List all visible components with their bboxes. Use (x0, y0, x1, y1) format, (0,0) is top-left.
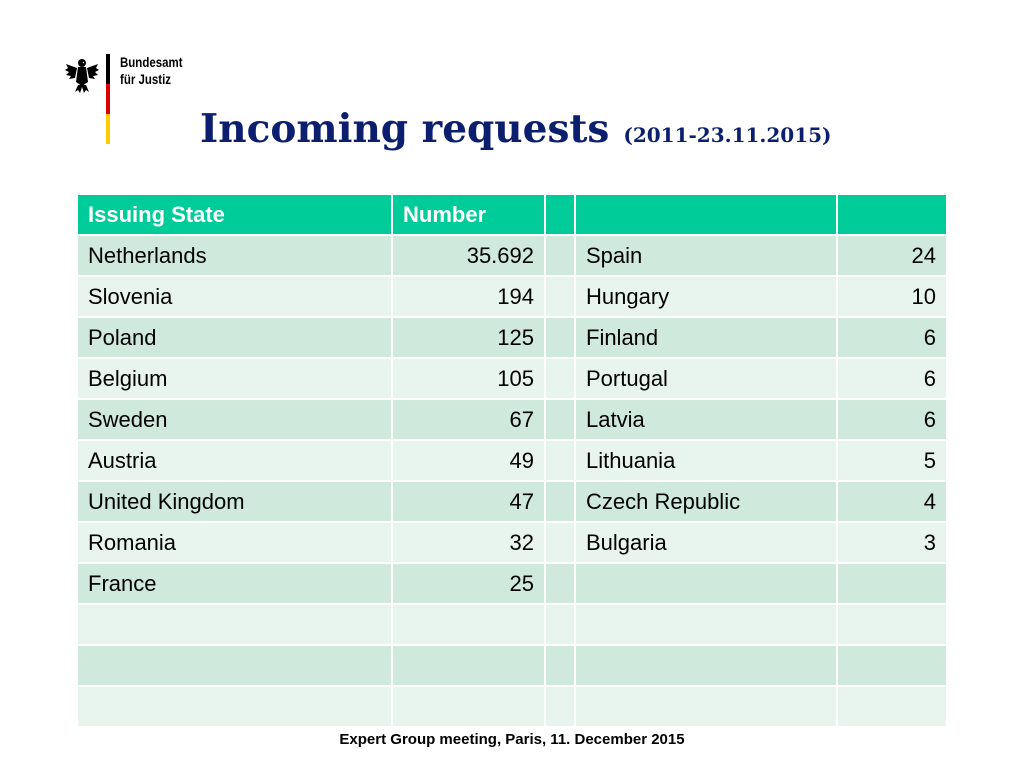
table-row: Slovenia194 Hungary10 (77, 276, 947, 317)
page-title: Incoming requests (2011-23.11.2015) (200, 106, 832, 152)
table-row (77, 686, 947, 727)
logo-line-1: Bundesamt (120, 54, 183, 71)
cell-state-2: Hungary (575, 276, 837, 317)
cell-state (77, 686, 392, 727)
table-header-row: Issuing State Number (77, 194, 947, 235)
cell-state-2 (575, 645, 837, 686)
cell-spacer (545, 563, 575, 604)
cell-state: Austria (77, 440, 392, 481)
cell-state: Sweden (77, 399, 392, 440)
cell-state (77, 604, 392, 645)
cell-state-2: Spain (575, 235, 837, 276)
cell-number-2: 6 (837, 399, 947, 440)
cell-state-2 (575, 563, 837, 604)
title-main: Incoming requests (200, 106, 609, 152)
cell-state-2: Lithuania (575, 440, 837, 481)
logo-text: Bundesamt für Justiz (120, 54, 183, 88)
flag-bar (106, 54, 110, 144)
cell-number: 25 (392, 563, 545, 604)
cell-number-2: 3 (837, 522, 947, 563)
table-row: France25 (77, 563, 947, 604)
table-row: Romania32 Bulgaria3 (77, 522, 947, 563)
header-number-2 (837, 194, 947, 235)
cell-number-2 (837, 645, 947, 686)
cell-state: Netherlands (77, 235, 392, 276)
cell-number: 125 (392, 317, 545, 358)
cell-spacer (545, 440, 575, 481)
cell-number-2: 6 (837, 317, 947, 358)
cell-number: 32 (392, 522, 545, 563)
cell-spacer (545, 604, 575, 645)
cell-state: Poland (77, 317, 392, 358)
cell-state-2: Latvia (575, 399, 837, 440)
cell-number (392, 686, 545, 727)
cell-spacer (545, 686, 575, 727)
cell-number-2 (837, 563, 947, 604)
cell-spacer (545, 481, 575, 522)
cell-state: Slovenia (77, 276, 392, 317)
table-row: Austria49 Lithuania5 (77, 440, 947, 481)
header-state-2 (575, 194, 837, 235)
cell-spacer (545, 399, 575, 440)
cell-number: 67 (392, 399, 545, 440)
cell-number-2: 6 (837, 358, 947, 399)
cell-state: Romania (77, 522, 392, 563)
table-row: Belgium105 Portugal6 (77, 358, 947, 399)
cell-number: 35.692 (392, 235, 545, 276)
table-row: Sweden67 Latvia6 (77, 399, 947, 440)
cell-state: Belgium (77, 358, 392, 399)
header-number: Number (392, 194, 545, 235)
cell-number (392, 604, 545, 645)
cell-number: 105 (392, 358, 545, 399)
cell-spacer (545, 276, 575, 317)
table-row: Netherlands35.692 Spain24 (77, 235, 947, 276)
cell-state-2: Portugal (575, 358, 837, 399)
cell-state-2: Bulgaria (575, 522, 837, 563)
footer-text: Expert Group meeting, Paris, 11. Decembe… (0, 731, 1024, 748)
logo-line-2: für Justiz (120, 71, 183, 88)
cell-state: France (77, 563, 392, 604)
requests-table: Issuing State Number Netherlands35.692 Sp… (76, 193, 948, 728)
cell-number-2: 24 (837, 235, 947, 276)
cell-spacer (545, 522, 575, 563)
table-row (77, 645, 947, 686)
cell-state-2: Czech Republic (575, 481, 837, 522)
cell-spacer (545, 358, 575, 399)
cell-number-2: 4 (837, 481, 947, 522)
cell-number (392, 645, 545, 686)
title-date-range: (2011-23.11.2015) (623, 123, 831, 147)
cell-number: 47 (392, 481, 545, 522)
cell-spacer (545, 317, 575, 358)
cell-number-2: 5 (837, 440, 947, 481)
cell-spacer (545, 645, 575, 686)
cell-state-2 (575, 604, 837, 645)
cell-number-2: 10 (837, 276, 947, 317)
cell-number-2 (837, 604, 947, 645)
table-row: United Kingdom47 Czech Republic4 (77, 481, 947, 522)
cell-state (77, 645, 392, 686)
table-row: Poland125 Finland6 (77, 317, 947, 358)
cell-spacer (545, 235, 575, 276)
cell-number-2 (837, 686, 947, 727)
cell-state-2: Finland (575, 317, 837, 358)
header-spacer (545, 194, 575, 235)
cell-state: United Kingdom (77, 481, 392, 522)
cell-number: 49 (392, 440, 545, 481)
cell-number: 194 (392, 276, 545, 317)
federal-eagle-icon (64, 56, 100, 94)
cell-state-2 (575, 686, 837, 727)
header-issuing-state: Issuing State (77, 194, 392, 235)
table-row (77, 604, 947, 645)
